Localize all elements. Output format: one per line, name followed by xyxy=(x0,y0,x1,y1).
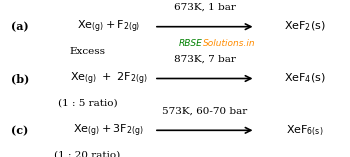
Text: Excess: Excess xyxy=(70,46,105,56)
Text: $\mathrm{Xe_{(g)}\ +\ 2F_{2(g)}}$: $\mathrm{Xe_{(g)}\ +\ 2F_{2(g)}}$ xyxy=(70,70,147,87)
Text: (c): (c) xyxy=(10,125,28,136)
Text: (a): (a) xyxy=(10,21,28,32)
Text: 673K, 1 bar: 673K, 1 bar xyxy=(174,3,236,12)
Text: $\mathrm{XeF_{6(s)}}$: $\mathrm{XeF_{6(s)}}$ xyxy=(286,123,323,138)
Text: $\mathrm{Xe_{(g)} + F_{2(g)}}$: $\mathrm{Xe_{(g)} + F_{2(g)}}$ xyxy=(77,19,140,35)
Text: $\mathrm{XeF_4(s)}$: $\mathrm{XeF_4(s)}$ xyxy=(284,72,326,85)
Text: 873K, 7 bar: 873K, 7 bar xyxy=(174,55,236,64)
Text: (1 : 5 ratio): (1 : 5 ratio) xyxy=(58,98,117,107)
Text: RBSE: RBSE xyxy=(179,39,203,49)
Text: (1 : 20 ratio): (1 : 20 ratio) xyxy=(54,150,121,157)
Text: $\mathrm{XeF_2(s)}$: $\mathrm{XeF_2(s)}$ xyxy=(284,20,326,33)
Text: 573K, 60-70 bar: 573K, 60-70 bar xyxy=(162,106,247,115)
Text: (b): (b) xyxy=(10,73,29,84)
Text: $\mathrm{Xe_{(g)} + 3F_{2(g)}}$: $\mathrm{Xe_{(g)} + 3F_{2(g)}}$ xyxy=(73,122,144,138)
Text: Solutions.in: Solutions.in xyxy=(203,39,256,49)
